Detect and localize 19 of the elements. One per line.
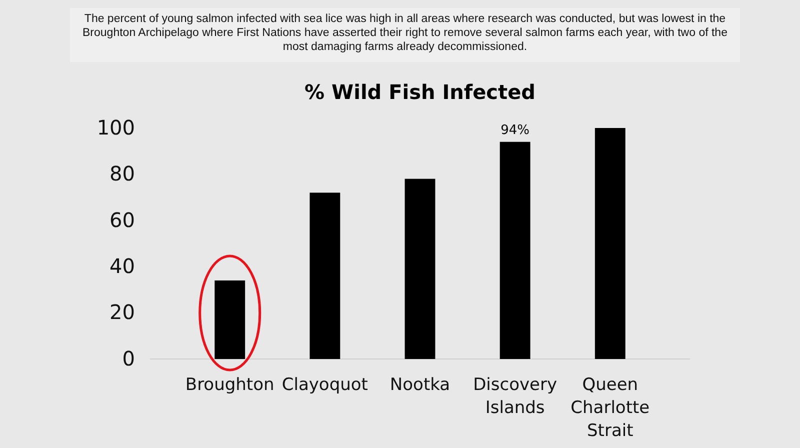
y-tick-label: 100	[96, 115, 135, 140]
x-tick-label: Nootka	[390, 375, 450, 395]
bar	[500, 142, 530, 359]
chart-title: % Wild Fish Infected	[304, 80, 536, 104]
x-tick-label: Clayoquot	[282, 375, 368, 395]
y-tick-label: 0	[122, 346, 135, 370]
x-tick-label: Discovery Islands	[473, 375, 558, 418]
bar	[214, 280, 246, 359]
y-tick-label: 40	[110, 254, 135, 278]
x-tick-label: Broughton	[185, 375, 274, 395]
chart-subtitle: The percent of young salmon infected with sea lice was high in all areas where research was conducted, but was lowest in the Broughton Archipelago where First Nations have asserted their right to remove several salmon farms each year, with two of the most damaging farms already decommissioned.	[70, 8, 740, 62]
y-tick-label: 60	[110, 208, 135, 232]
y-tick-label: 80	[110, 162, 135, 186]
bar	[594, 128, 626, 359]
bar	[310, 192, 340, 359]
bar	[404, 178, 436, 359]
data-label: 94%	[500, 122, 530, 138]
x-tick-label: Queen Charlotte Strait	[570, 375, 650, 441]
y-tick-label: 20	[110, 300, 135, 324]
